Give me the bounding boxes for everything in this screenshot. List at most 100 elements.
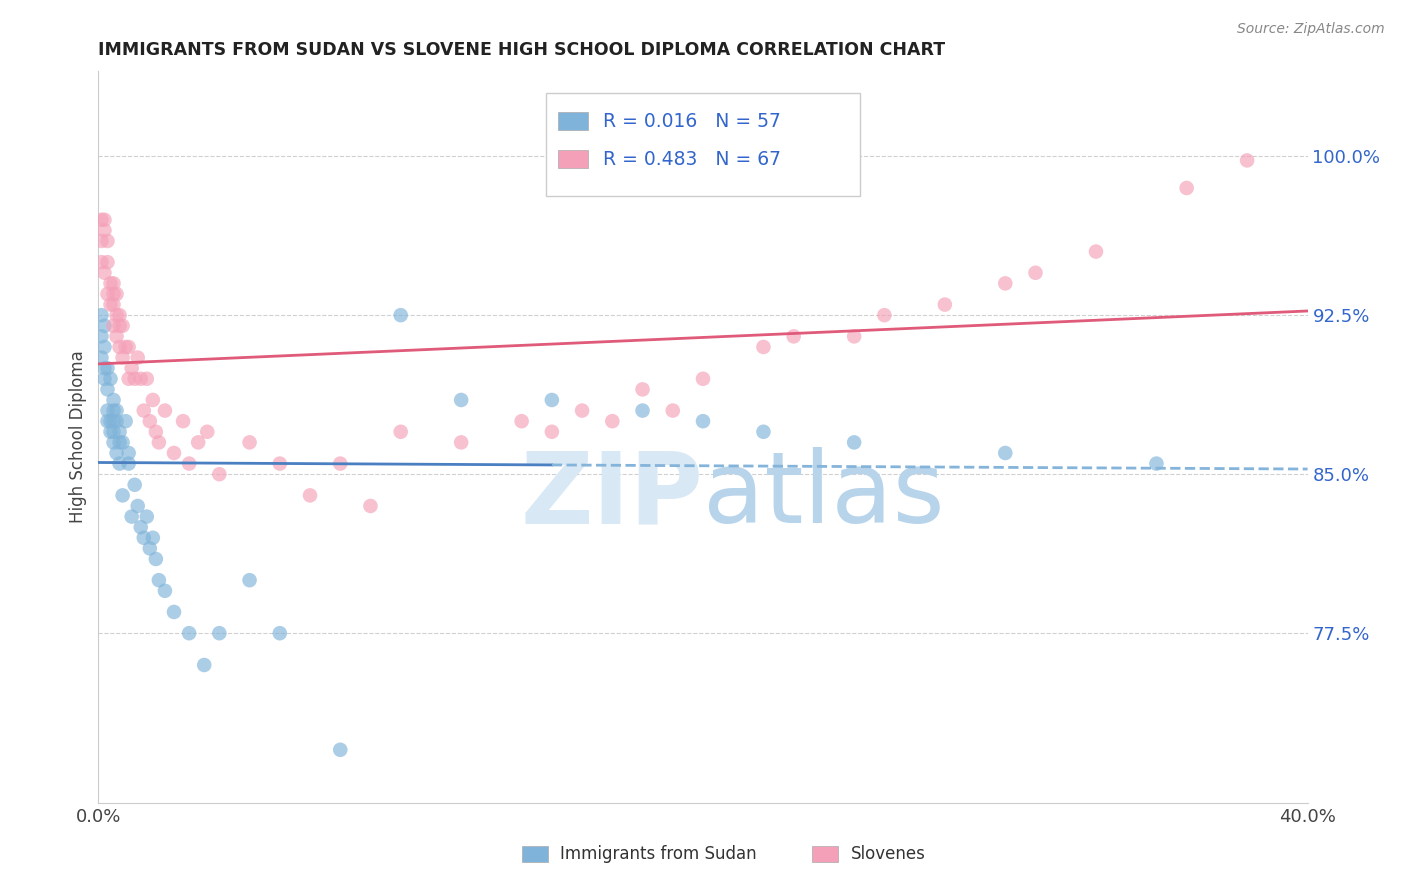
Point	[132, 531, 155, 545]
Point	[121, 509, 143, 524]
Point	[208, 626, 231, 640]
Point	[124, 372, 146, 386]
Point	[450, 435, 472, 450]
Point	[299, 488, 322, 502]
Point	[118, 457, 141, 471]
Point	[129, 372, 152, 386]
Point	[994, 277, 1017, 291]
Y-axis label: High School Diploma: High School Diploma	[69, 351, 87, 524]
Point	[93, 212, 115, 227]
Point	[108, 308, 131, 322]
Point	[103, 277, 125, 291]
Point	[783, 329, 806, 343]
Point	[661, 403, 683, 417]
Point	[132, 403, 155, 417]
Point	[90, 255, 112, 269]
Text: R = 0.483   N = 67: R = 0.483 N = 67	[603, 150, 780, 169]
Point	[631, 383, 654, 397]
Point	[269, 626, 291, 640]
Point	[124, 477, 146, 491]
Point	[93, 372, 115, 386]
Point	[93, 318, 115, 333]
Point	[172, 414, 194, 428]
Point	[148, 435, 170, 450]
Point	[103, 297, 125, 311]
FancyBboxPatch shape	[522, 846, 548, 862]
Point	[389, 308, 412, 322]
Point	[103, 414, 125, 428]
Text: Slovenes: Slovenes	[851, 845, 925, 863]
Point	[135, 509, 157, 524]
FancyBboxPatch shape	[558, 150, 588, 169]
Point	[96, 414, 118, 428]
Point	[139, 541, 162, 556]
Point	[118, 340, 141, 354]
Point	[145, 552, 167, 566]
Text: IMMIGRANTS FROM SUDAN VS SLOVENE HIGH SCHOOL DIPLOMA CORRELATION CHART: IMMIGRANTS FROM SUDAN VS SLOVENE HIGH SC…	[98, 41, 946, 59]
Text: R = 0.016   N = 57: R = 0.016 N = 57	[603, 112, 780, 130]
Point	[389, 425, 412, 439]
Point	[103, 403, 125, 417]
Point	[105, 403, 128, 417]
Point	[93, 361, 115, 376]
Point	[142, 531, 165, 545]
Text: atlas: atlas	[703, 447, 945, 544]
Point	[96, 255, 118, 269]
Point	[96, 403, 118, 417]
Point	[752, 425, 775, 439]
Point	[193, 658, 215, 673]
Point	[103, 392, 125, 407]
Point	[239, 435, 262, 450]
Point	[100, 414, 122, 428]
Point	[108, 318, 131, 333]
Text: Source: ZipAtlas.com: Source: ZipAtlas.com	[1237, 22, 1385, 37]
Point	[135, 372, 157, 386]
Point	[195, 425, 218, 439]
Point	[114, 340, 136, 354]
Point	[111, 351, 134, 365]
Point	[145, 425, 167, 439]
FancyBboxPatch shape	[811, 846, 838, 862]
FancyBboxPatch shape	[558, 112, 588, 130]
Point	[1175, 181, 1198, 195]
Point	[127, 499, 149, 513]
Point	[129, 520, 152, 534]
Point	[105, 287, 128, 301]
Point	[100, 425, 122, 439]
Point	[163, 446, 186, 460]
Point	[90, 212, 112, 227]
Point	[93, 266, 115, 280]
Point	[844, 329, 866, 343]
Point	[153, 583, 176, 598]
Point	[103, 425, 125, 439]
Point	[90, 234, 112, 248]
Point	[90, 351, 112, 365]
Point	[93, 340, 115, 354]
Point	[602, 414, 624, 428]
Point	[692, 414, 714, 428]
Point	[100, 372, 122, 386]
Point	[934, 297, 956, 311]
Point	[148, 573, 170, 587]
Point	[994, 446, 1017, 460]
Point	[142, 392, 165, 407]
Point	[752, 340, 775, 354]
Point	[118, 446, 141, 460]
Point	[239, 573, 262, 587]
Point	[90, 308, 112, 322]
Point	[100, 297, 122, 311]
Point	[96, 287, 118, 301]
Point	[108, 457, 131, 471]
Point	[692, 372, 714, 386]
Point	[121, 361, 143, 376]
Point	[103, 287, 125, 301]
Point	[105, 414, 128, 428]
Point	[105, 308, 128, 322]
Point	[105, 329, 128, 343]
Point	[631, 403, 654, 417]
Point	[93, 223, 115, 237]
Point	[96, 234, 118, 248]
Point	[108, 340, 131, 354]
Point	[103, 435, 125, 450]
Point	[450, 392, 472, 407]
